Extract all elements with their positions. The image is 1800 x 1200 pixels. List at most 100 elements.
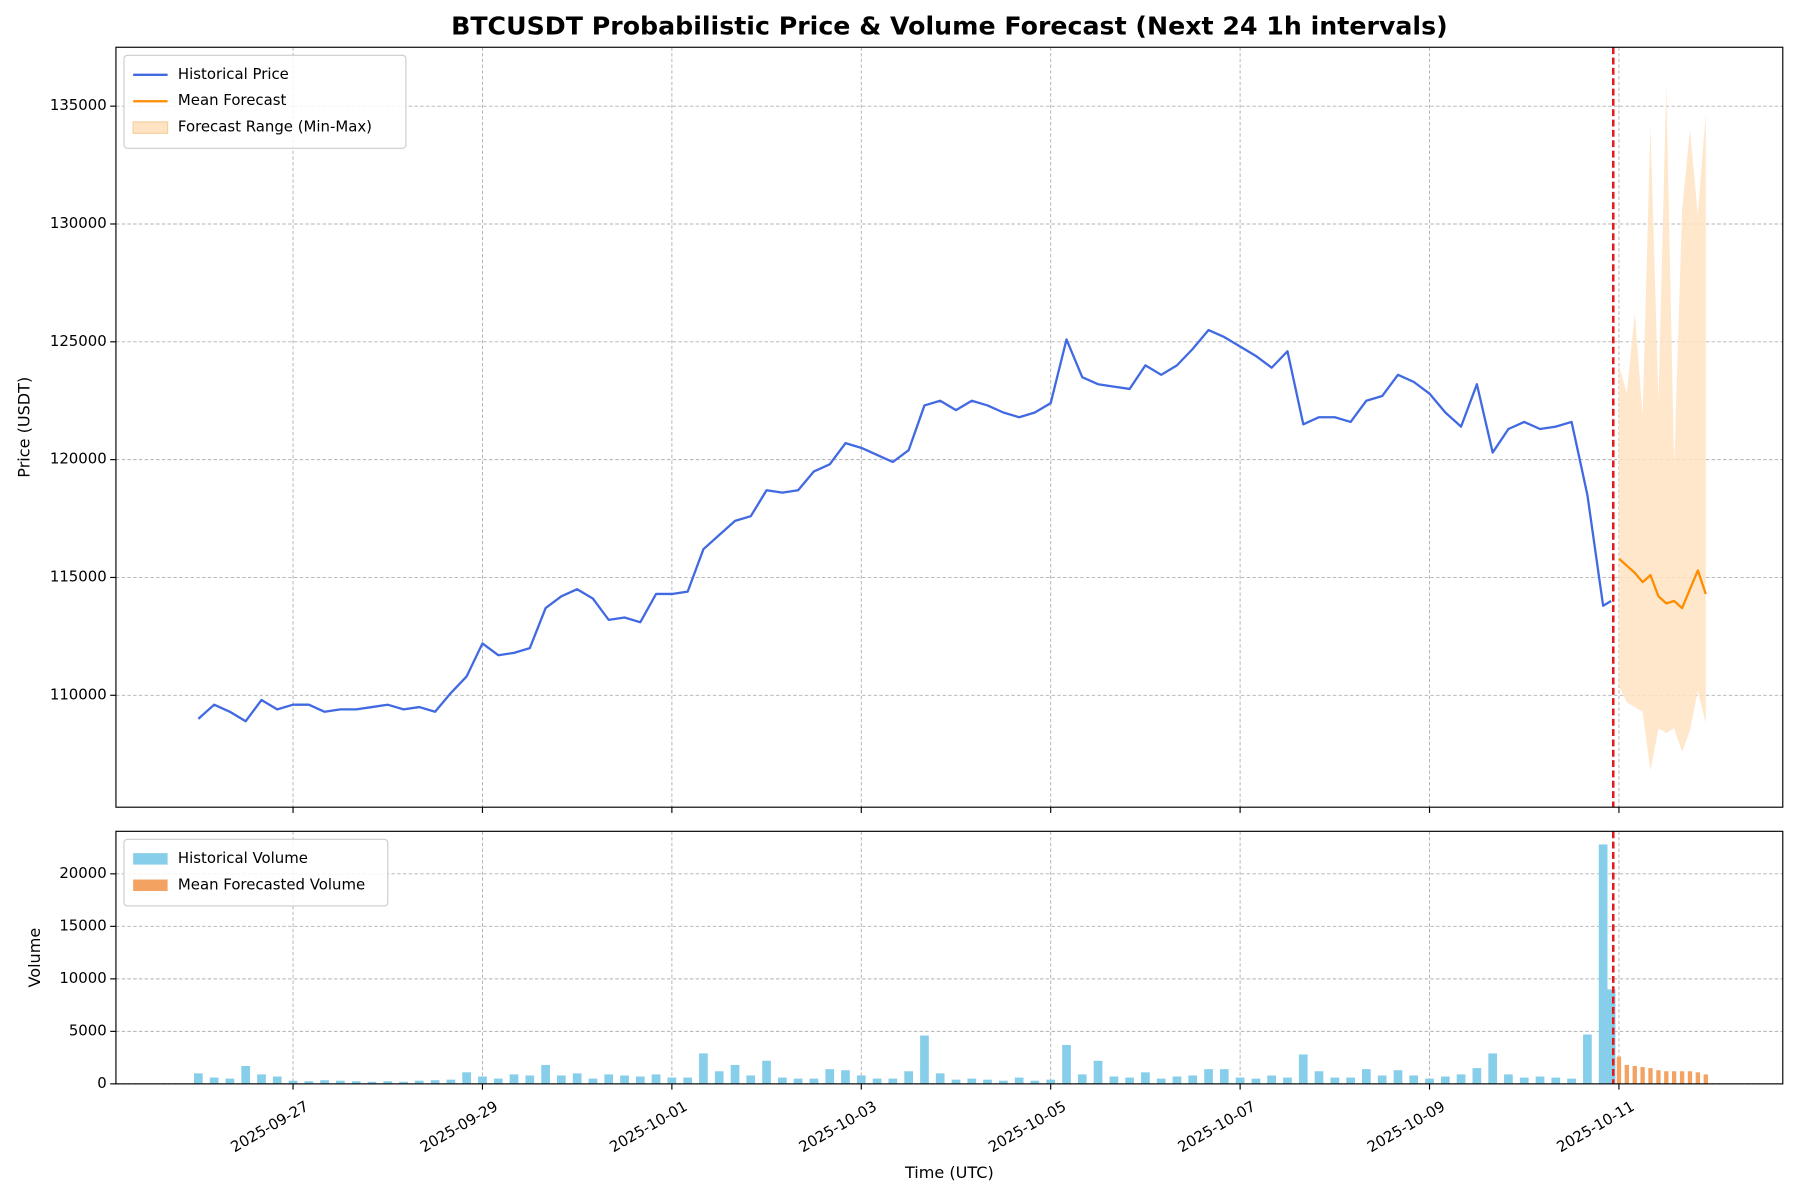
legend-box: [123, 838, 389, 907]
legend-label: Forecast Range (Min-Max): [178, 118, 372, 136]
volume-bar: [1188, 1075, 1198, 1084]
volume-bar: [1409, 1075, 1419, 1084]
volume-bar: [383, 1081, 393, 1084]
volume-bar: [225, 1078, 235, 1084]
volume-bar: [304, 1081, 314, 1084]
volume-bar: [904, 1071, 913, 1084]
volume-bar: [493, 1078, 503, 1084]
volume-bar: [967, 1078, 977, 1084]
volume-bar: [1504, 1074, 1513, 1084]
volume-bar: [1330, 1077, 1340, 1084]
axes-frame: [115, 830, 1784, 1085]
volume-bar: [241, 1066, 251, 1084]
volume-bar: [1598, 844, 1608, 1084]
y-tick-label: 125000: [50, 332, 107, 350]
legend-label: Mean Forecast: [178, 91, 287, 109]
volume-bar: [1606, 989, 1616, 1084]
y-axis-label: Volume: [25, 928, 44, 988]
volume-bar: [556, 1075, 566, 1084]
volume-bar: [193, 1073, 203, 1084]
chart-title: BTCUSDT Probabilistic Price & Volume For…: [451, 12, 1448, 41]
volume-bar: [588, 1078, 598, 1084]
volume-bar: [1472, 1068, 1482, 1084]
legend-label: Mean Forecasted Volume: [178, 875, 365, 893]
volume-bar: [351, 1081, 361, 1084]
volume-bar: [667, 1077, 677, 1084]
plot-area: [193, 844, 1708, 1084]
y-axis-label: Price (USDT): [15, 377, 34, 478]
y-tick-label: 5000: [69, 1021, 107, 1039]
volume-bar: [430, 1080, 440, 1084]
legend-box: [123, 54, 407, 149]
volume-bar: [288, 1080, 298, 1084]
volume-bar: [651, 1074, 661, 1084]
volume-bar: [399, 1081, 408, 1084]
volume-bar: [1204, 1069, 1213, 1084]
legend-label: Historical Price: [178, 65, 289, 83]
volume-bar: [841, 1070, 850, 1084]
volume-bar: [572, 1073, 582, 1084]
legend: Historical Volume Mean Forecasted Volume: [123, 838, 389, 907]
volume-bar: [1362, 1069, 1371, 1084]
y-tick-label: 110000: [50, 685, 107, 703]
volume-bar: [1141, 1072, 1150, 1084]
volume-bar: [1519, 1077, 1529, 1084]
volume-bar: [1440, 1076, 1450, 1084]
volume-bar: [1671, 1071, 1677, 1084]
volume-bar: [888, 1078, 898, 1084]
volume-bar: [951, 1079, 961, 1084]
volume-bar: [1551, 1077, 1561, 1084]
volume-bar: [1583, 1034, 1592, 1084]
volume-bar: [1077, 1074, 1087, 1084]
volume-bar: [1235, 1077, 1245, 1084]
volume-bar: [1616, 1056, 1622, 1084]
volume-bar: [920, 1035, 929, 1084]
price-line: [1618, 557, 1707, 610]
volume-bar: [1687, 1071, 1693, 1084]
volume-bar: [1267, 1075, 1276, 1084]
volume-bar: [683, 1077, 693, 1084]
volume-bar: [1156, 1078, 1166, 1084]
volume-bar: [762, 1060, 771, 1084]
volume-bar: [1125, 1077, 1134, 1084]
forecast-range: [1618, 84, 1706, 771]
legend: Historical Price Mean Forecast Forecast Ra…: [123, 54, 407, 149]
y-tick-label: 135000: [50, 96, 107, 114]
volume-bar: [367, 1081, 377, 1084]
volume-bar: [1640, 1067, 1645, 1084]
volume-bar: [541, 1064, 550, 1084]
volume-bar: [935, 1073, 945, 1084]
legend-swatch: [133, 879, 168, 892]
volume-bar: [272, 1076, 282, 1084]
volume-bar: [1109, 1076, 1119, 1084]
price-line: [197, 328, 1612, 723]
y-tick-label: 115000: [50, 567, 107, 585]
volume-bar: [998, 1080, 1008, 1084]
volume-bar: [1425, 1078, 1434, 1084]
volume-bar: [778, 1077, 787, 1084]
legend-label: Historical Volume: [178, 849, 308, 867]
volume-bar: [1172, 1076, 1182, 1084]
volume-bar: [1014, 1077, 1024, 1084]
volume-bar: [1030, 1080, 1040, 1084]
volume-bar: [714, 1071, 724, 1084]
y-tick-label: 120000: [50, 450, 107, 468]
volume-bar: [320, 1080, 329, 1084]
volume-bar: [872, 1078, 882, 1084]
volume-bar: [635, 1076, 645, 1084]
volume-bar: [1567, 1078, 1576, 1084]
x-axis-label: Time (UTC): [904, 1163, 994, 1182]
y-tick-label: 0: [97, 1074, 106, 1092]
volume-bar: [825, 1069, 835, 1084]
volume-bar: [620, 1075, 629, 1084]
volume-bar: [1664, 1071, 1669, 1084]
volume-bar: [983, 1079, 992, 1084]
y-tick-label: 20000: [59, 864, 106, 882]
volume-bar: [856, 1075, 866, 1084]
legend-swatch: [132, 121, 169, 134]
volume-bar: [1298, 1054, 1308, 1084]
volume-bar: [414, 1080, 424, 1084]
volume-bar: [1346, 1077, 1355, 1084]
